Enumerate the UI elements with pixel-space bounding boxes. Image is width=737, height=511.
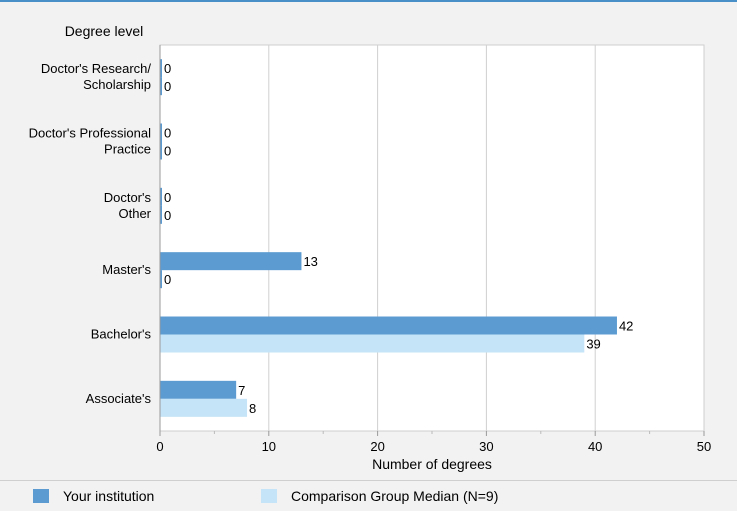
bar-series0-cat0	[160, 59, 162, 78]
tick-label-10: 10	[262, 439, 276, 454]
category-label-3-line0: Master's	[102, 262, 151, 277]
category-label-5-line0: Associate's	[86, 391, 152, 406]
data-label-series1-cat4: 39	[586, 337, 600, 352]
plot-area	[159, 44, 705, 432]
category-label-1-line0: Doctor's Professional	[29, 126, 152, 141]
bar-series1-cat0	[160, 77, 162, 96]
bar-series0-cat2	[160, 187, 162, 206]
bar-chart: 0 0 0 0 0 0 13 0 42 39 78 0 10 20 30 40 50 Doctor's Res…	[29, 23, 712, 472]
bar-series1-cat5	[160, 398, 248, 417]
data-label-series0-cat4: 42	[619, 319, 633, 334]
tick-label-20: 20	[370, 439, 384, 454]
tick-label-30: 30	[479, 439, 493, 454]
bar-series0-cat3	[160, 252, 302, 271]
x-axis-title: Number of degrees	[372, 456, 492, 472]
data-label-series1-cat5: 8	[249, 401, 256, 416]
bar-series1-cat4	[160, 334, 585, 353]
category-label-0-line0: Doctor's Research/	[41, 61, 152, 76]
bar-series0-cat4	[160, 316, 617, 335]
category-label-2-line1: Other	[118, 206, 151, 221]
data-label-series1-cat3: 0	[164, 272, 171, 287]
top-accent-line	[0, 0, 737, 2]
tick-label-50: 50	[697, 439, 711, 454]
bar-series0-cat1	[160, 123, 162, 142]
data-label-series0-cat1: 0	[164, 126, 171, 141]
data-label-series0-cat3: 13	[303, 254, 317, 269]
bar-series0-cat5	[160, 380, 237, 399]
data-label-series1-cat1: 0	[164, 144, 171, 159]
gridlines	[268, 45, 596, 431]
y-axis-categories: Doctor's Research/Scholarship Doctor's Pr…	[29, 61, 152, 406]
data-label-series0-cat0: 0	[164, 61, 171, 76]
bar-series1-cat1	[160, 141, 162, 160]
legend: Your institution Comparison Group Median…	[0, 480, 737, 511]
category-label-1-line1: Practice	[104, 142, 151, 157]
y-axis-title: Degree level	[65, 23, 144, 39]
x-axis-ticks: 0 10 20 30 40 50	[156, 431, 711, 454]
tick-label-0: 0	[156, 439, 163, 454]
bars: 0 0 0 0 0 0 13 0 42 39 78	[160, 59, 633, 417]
data-label-series1-cat2: 0	[164, 208, 171, 223]
legend-label-comparison-median: Comparison Group Median (N=9)	[291, 488, 499, 504]
legend-swatch-your-institution	[33, 489, 49, 503]
data-label-series0-cat2: 0	[164, 190, 171, 205]
tick-label-40: 40	[588, 439, 602, 454]
bar-series1-cat2	[160, 205, 162, 224]
category-label-0-line1: Scholarship	[83, 77, 151, 92]
data-label-series0-cat5: 7	[238, 383, 245, 398]
data-label-series1-cat0: 0	[164, 79, 171, 94]
category-label-4-line0: Bachelor's	[91, 327, 152, 342]
category-label-2-line0: Doctor's	[104, 190, 152, 205]
bar-series1-cat3	[160, 270, 162, 289]
legend-swatch-comparison-median	[261, 489, 277, 503]
legend-label-your-institution: Your institution	[63, 488, 155, 504]
